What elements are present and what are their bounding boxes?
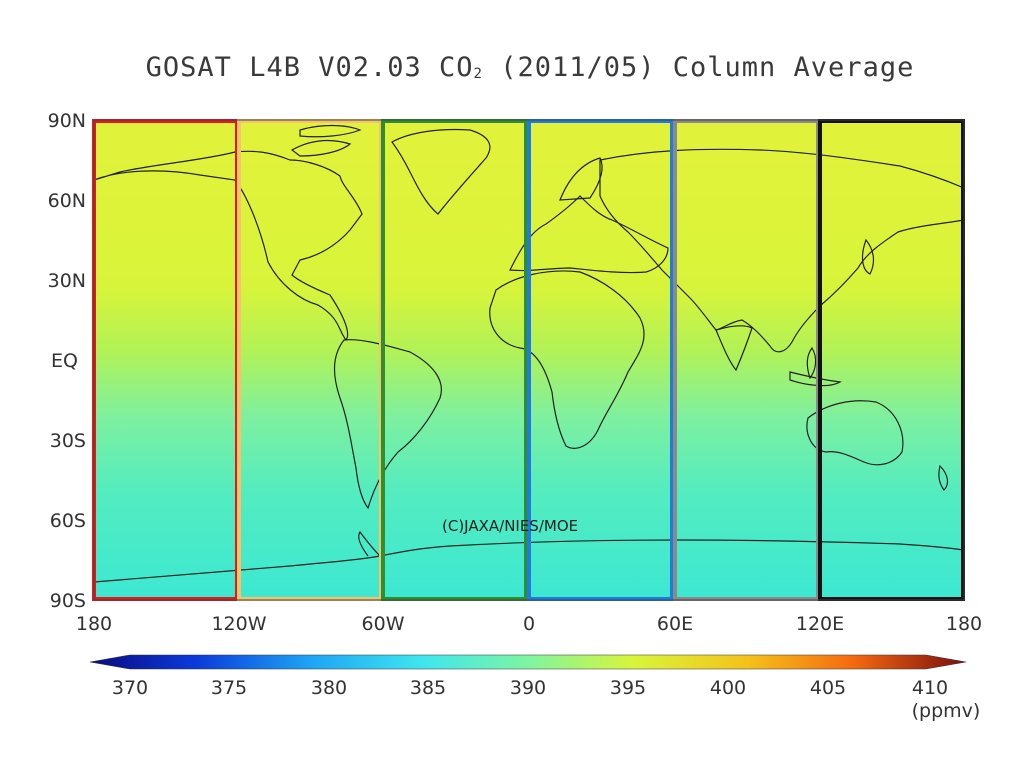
lon-label: 60E: [657, 613, 693, 635]
colorbar-tick: 405: [810, 677, 846, 699]
lat-label: 60S: [50, 510, 86, 532]
lat-label: 30N: [48, 270, 86, 292]
colorbar-bar: [89, 654, 967, 670]
colorbar-tick: 375: [211, 677, 247, 699]
lat-label: 60N: [48, 190, 86, 212]
colorbar-tick: 370: [112, 677, 148, 699]
lat-label: 30S: [50, 430, 86, 452]
colorbar-tick: 395: [610, 677, 646, 699]
map-title: GOSAT L4B V02.03 CO2 (2011/05) Column Av…: [145, 52, 915, 83]
colorbar-tick: 400: [710, 677, 746, 699]
region-box-60w-0: [381, 119, 528, 601]
lat-axis: 90N 60N 30N EQ 30S 60S 90S: [48, 110, 86, 612]
colorbar-tick: 385: [410, 677, 446, 699]
lat-label: 90S: [50, 590, 86, 612]
copyright-watermark: (C)JAXA/NIES/MOE: [442, 517, 578, 535]
lon-axis: 180 120W 60W 0 60E 120E 180: [76, 613, 982, 635]
colorbar-tick: 410: [912, 677, 948, 699]
lon-label: 120E: [796, 613, 844, 635]
colorbar-unit: (ppmv): [912, 700, 981, 722]
colorbar-tick: 390: [510, 677, 546, 699]
region-box-0-60e: [527, 119, 674, 601]
colorbar-tick: 380: [311, 677, 347, 699]
colorbar: 370 375 380 385 390 395 400 405 410 (ppm…: [89, 654, 981, 722]
lon-label: 0: [523, 613, 535, 635]
lat-label: 90N: [48, 110, 86, 132]
lon-label: 60W: [362, 613, 405, 635]
map-frame: [93, 119, 965, 601]
lat-label: EQ: [51, 350, 78, 372]
region-box-120e-180: [818, 119, 965, 601]
lon-label: 180: [946, 613, 982, 635]
lon-label: 180: [76, 613, 112, 635]
lon-label: 120W: [211, 613, 266, 635]
